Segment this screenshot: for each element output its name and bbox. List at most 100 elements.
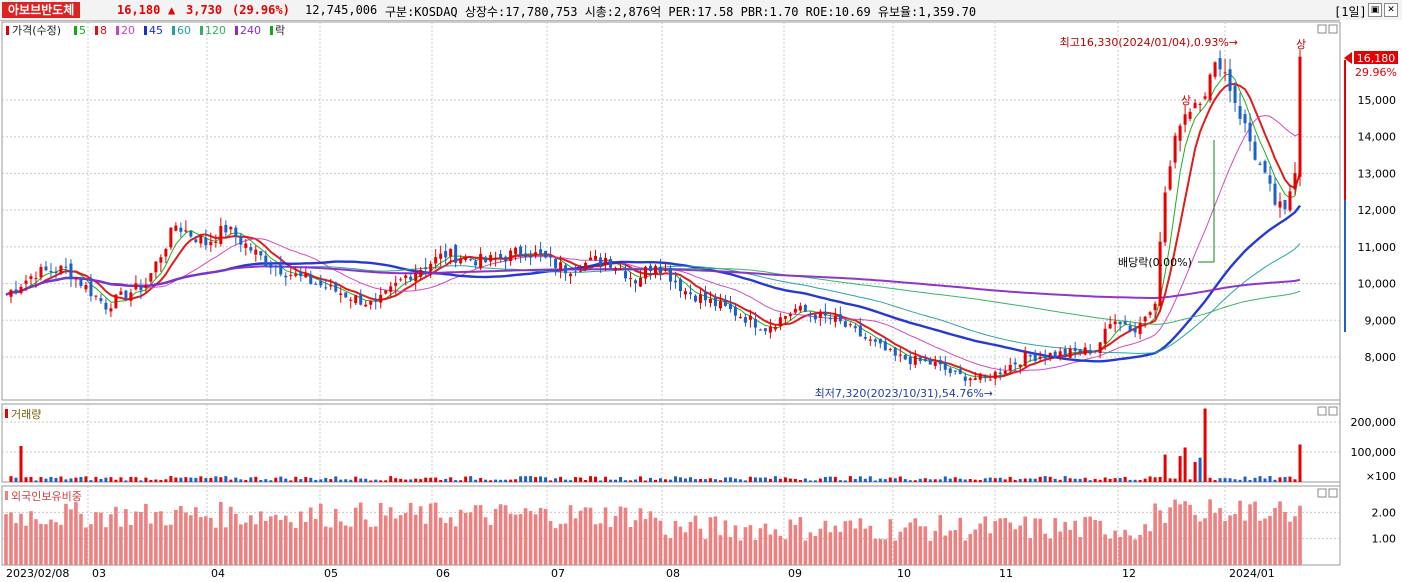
volume-tick-label: 200,000 — [1351, 416, 1397, 429]
candle-body — [194, 239, 198, 243]
candle-body — [424, 267, 428, 270]
candle-body — [1088, 350, 1092, 354]
foreign-ratio-bar — [1088, 516, 1092, 565]
foreign-ratio-bar — [249, 515, 253, 565]
maximize-icon[interactable]: ▣ — [1368, 3, 1382, 17]
stock-name[interactable]: 아보브반도체 — [2, 2, 81, 18]
candle-body — [254, 249, 258, 255]
volume-bar — [1158, 476, 1162, 482]
foreign-ratio-bar — [878, 538, 883, 565]
volume-bar — [718, 480, 722, 482]
volume-bar — [204, 478, 208, 482]
candle-body — [509, 250, 513, 261]
candle-body — [579, 271, 583, 273]
volume-bar — [169, 476, 173, 482]
foreign-ratio-bar — [473, 505, 478, 565]
volume-bar — [629, 480, 633, 482]
foreign-ratio-bar — [1198, 521, 1202, 565]
volume-bar — [239, 479, 243, 482]
foreign-ratio-bar — [1218, 508, 1222, 565]
candle-body — [1293, 173, 1297, 190]
legend-ma-label: 8 — [100, 24, 107, 37]
upper-limit-mark: 상 — [1181, 94, 1191, 107]
candle-body — [489, 255, 493, 262]
foreign-ratio-bar — [358, 502, 363, 565]
foreign-ratio-bar — [1013, 529, 1018, 565]
foreign-ratio-bar — [933, 530, 938, 565]
foreign-ratio-bar — [9, 512, 13, 565]
foreign-ratio-bar — [1258, 520, 1262, 565]
candle-body — [439, 253, 443, 259]
candle-body — [863, 337, 867, 339]
volume-bar — [149, 479, 153, 482]
candle-body — [244, 243, 248, 248]
volume-bar — [1048, 476, 1052, 482]
volume-bar — [414, 478, 418, 482]
volume-bar — [194, 477, 198, 482]
volume-bar — [893, 478, 897, 482]
foreign-ratio-bar — [313, 519, 318, 565]
volume-bar — [938, 479, 942, 482]
candle-body — [309, 274, 313, 284]
stock-chart[interactable]: 2023/02/08 03 04 05 06 07 08 09 10 11 12 2024/01 8,0… — [0, 20, 1402, 582]
volume-bar — [968, 479, 972, 482]
foreign-ratio-bar — [348, 526, 353, 565]
foreign-ratio-bar — [668, 538, 673, 565]
foreign-ratio-bar — [628, 526, 633, 565]
foreign-ratio-bar — [234, 514, 238, 565]
foreign-ratio-bar — [219, 501, 223, 565]
close-icon[interactable]: ✕ — [1384, 3, 1398, 17]
legend-ma-label: 60 — [177, 24, 191, 37]
foreign-ratio-bar — [293, 527, 298, 565]
trade-volume: 12,745,006 — [305, 3, 378, 17]
volume-bar — [209, 478, 213, 482]
foreign-ratio-bar — [49, 519, 53, 565]
candle-body — [1108, 324, 1112, 329]
volume-bar — [723, 477, 727, 482]
foreign-ratio-bar — [623, 507, 628, 565]
foreign-ratio-bar — [89, 524, 93, 565]
candle-body — [978, 373, 982, 380]
candle-body — [923, 358, 927, 361]
foreign-ratio-bar — [1103, 534, 1107, 565]
volume-bar — [619, 476, 623, 482]
foreign-ratio-bar — [723, 520, 728, 565]
candle-body — [1213, 62, 1217, 77]
foreign-ratio-bar — [1033, 518, 1038, 565]
volume-bar — [928, 479, 932, 482]
candle-body — [1053, 351, 1057, 358]
foreign-ratio-bar — [109, 514, 113, 565]
foreign-ratio-bar — [263, 520, 268, 565]
foreign-ratio-bar — [1233, 513, 1237, 565]
candle-body — [94, 295, 98, 297]
candle-body — [644, 266, 648, 279]
candle-body — [853, 326, 857, 329]
volume-bar — [419, 479, 423, 482]
candle-body — [1073, 347, 1077, 352]
candle-body — [279, 264, 283, 275]
foreign-ratio-bar — [1113, 530, 1117, 565]
foreign-ratio-bar — [1163, 522, 1167, 565]
foreign-ratio-bar — [224, 527, 228, 565]
y-tick-label: 14,000 — [1358, 131, 1397, 144]
candle-body — [763, 328, 767, 332]
volume-bar — [923, 478, 927, 482]
volume-bar — [1043, 476, 1047, 482]
candle-body — [1143, 316, 1147, 322]
volume-bar — [269, 480, 273, 482]
period-selector[interactable]: [1일] — [1334, 5, 1367, 19]
foreign-ratio-bar — [823, 520, 828, 565]
foreign-ratio-bar — [963, 540, 968, 565]
candle-body — [49, 270, 53, 272]
volume-bar — [738, 479, 742, 482]
foreign-ratio-bar — [833, 525, 838, 565]
foreign-ratio-bar — [1268, 515, 1272, 565]
volume-bar — [214, 476, 218, 482]
foreign-ratio-bar — [159, 511, 163, 565]
volume-bar — [429, 477, 433, 482]
candle-body — [379, 294, 383, 303]
stock-info: 구분:KOSDAQ 상장수:17,780,753 시총:2,876억 PER:1… — [385, 5, 977, 19]
volume-bar — [1173, 478, 1177, 482]
foreign-ratio-bar — [928, 540, 933, 565]
volume-bar — [289, 480, 293, 482]
